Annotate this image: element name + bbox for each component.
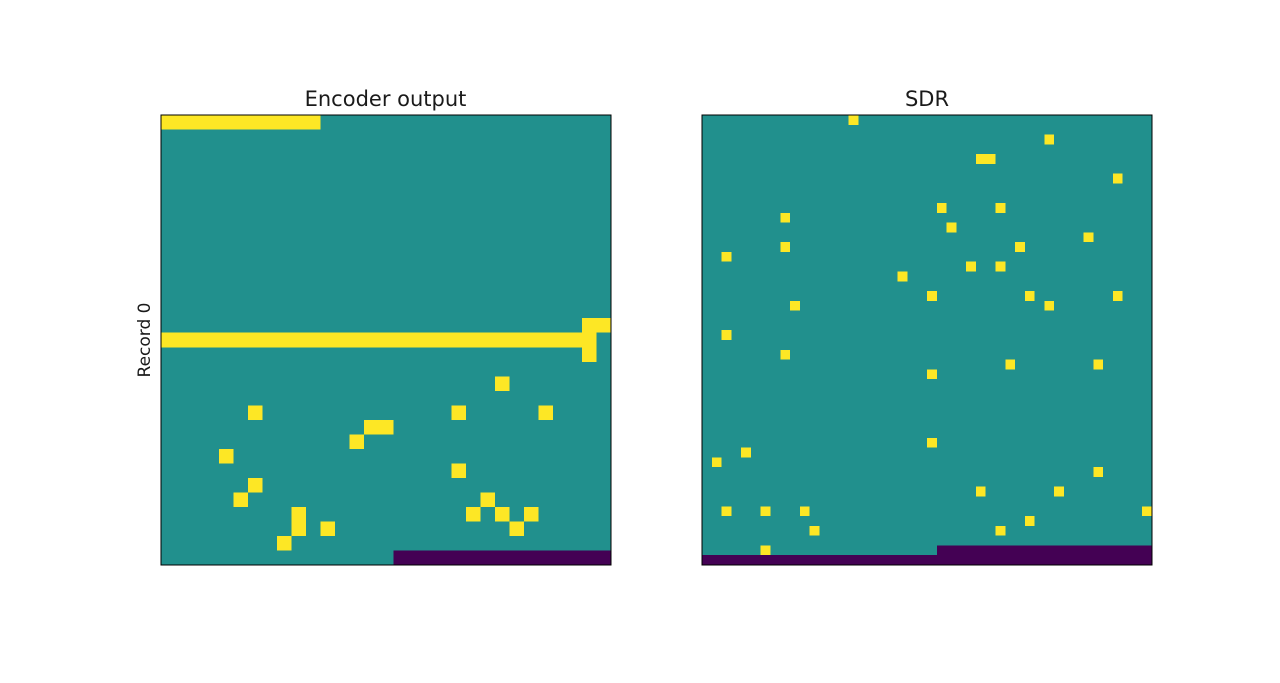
encoder-output-active-cell [291,521,307,536]
sdr-heatmap: SDR [701,87,1153,566]
sdr-frame [701,114,1153,566]
sdr-active-cell [1112,173,1123,184]
encoder-output-active-cell [233,492,249,507]
encoder-output-active-cell [465,506,481,522]
encoder-output-active-cell [523,506,539,522]
sdr-active-cell [799,506,810,517]
sdr-active-cell [1142,506,1152,517]
record-row-label: Record 0 [135,303,155,378]
sdr-active-cell [1044,134,1055,145]
encoder-output-active-cell [480,492,495,507]
encoder-output-active-cell [494,376,510,391]
sdr-active-cell [966,261,976,272]
sdr-active-cell [760,545,771,556]
sdr-active-cell [927,369,937,380]
sdr-active-cell [848,115,859,125]
sdr-active-cell [897,271,908,282]
sdr-active-cell [995,261,1006,272]
sdr-active-segment [975,154,996,164]
sdr-active-cell [760,506,771,517]
sdr-active-cell [721,330,732,340]
encoder-output-title: Encoder output [305,87,467,111]
sdr-active-cell [1083,232,1094,243]
sdr-active-cell [1005,359,1016,370]
sdr-active-cell [741,447,751,458]
sdr-padding-segment [936,545,1152,556]
sdr-active-cell [946,222,957,233]
sdr-active-cell [780,349,791,360]
encoder-output-active-cell [451,463,466,478]
encoder-output-active-cell [291,506,307,522]
encoder-output-active-cell [219,448,234,464]
encoder-output-active-cell [509,521,524,536]
sdr-cells [702,115,1152,565]
encoder-output-cells [161,115,611,565]
encoder-output-active-segment [161,332,582,348]
encoder-output-active-cell [581,332,597,348]
sdr-active-cell [1093,467,1104,477]
sdr-active-cell [995,525,1006,536]
encoder-output-active-cell [494,506,510,522]
sdr-active-cell [809,525,820,536]
sdr-active-cell [975,486,986,497]
encoder-output-heatmap: Encoder output Record 0 [135,87,612,566]
encoder-output-active-cell [277,535,292,551]
sdr-background [702,115,1152,565]
sdr-active-cell [927,291,937,301]
encoder-output-active-segment [364,419,394,435]
sdr-active-cell [936,203,947,213]
encoder-output-active-cell [538,405,553,420]
sdr-active-cell [1044,300,1055,311]
sdr-active-cell [1024,516,1035,526]
encoder-output-active-cell [451,405,466,420]
sdr-active-cell [1112,291,1123,301]
sdr-active-cell [1015,242,1025,252]
sdr-active-cell [1024,291,1035,301]
sdr-active-cell [711,457,722,468]
sdr-active-cell [995,203,1006,213]
encoder-output-active-segment [161,115,321,130]
sdr-active-cell [721,251,732,262]
sdr-title: SDR [905,87,949,111]
encoder-output-active-cell [248,405,263,420]
sdr-active-cell [927,437,937,448]
encoder-output-frame [160,114,612,566]
sdr-active-cell [1093,359,1104,370]
sdr-active-cell [1054,486,1064,497]
sdr-active-cell [721,506,732,517]
sdr-active-cell [780,212,791,223]
encoder-output-active-cell [248,477,263,493]
encoder-output-active-cell [320,521,336,536]
sdr-active-cell [780,242,791,252]
sdr-active-cell [790,300,800,311]
encoder-output-active-cell [349,434,365,449]
encoder-output-active-cell [581,347,597,362]
encoder-output-padding-segment [393,550,611,565]
encoder-output-active-cell [581,318,597,333]
sdr-padding-segment [702,555,1152,565]
